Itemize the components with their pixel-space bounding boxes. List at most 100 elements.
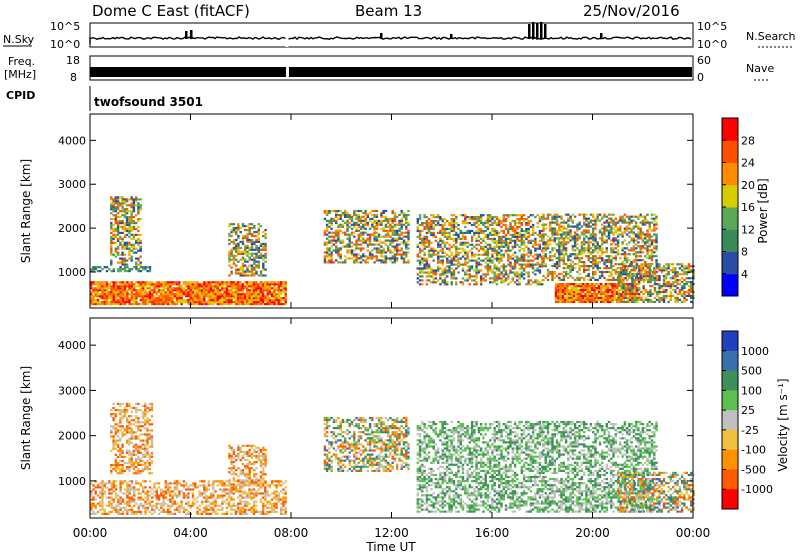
heatmap-cell	[253, 260, 256, 263]
heatmap-cell	[373, 255, 376, 258]
heatmap-cell	[437, 241, 440, 244]
heatmap-cell	[135, 200, 138, 203]
heatmap-cell	[525, 283, 528, 286]
heatmap-cell	[382, 259, 385, 262]
heatmap-cell	[427, 231, 431, 234]
heatmap-cell	[380, 223, 383, 226]
heatmap-cell	[375, 259, 379, 262]
heatmap-cell	[366, 257, 369, 260]
heatmap-cell	[328, 219, 331, 222]
heatmap-cell	[568, 300, 571, 303]
heatmap-cell	[371, 217, 374, 220]
heatmap-cell	[473, 245, 476, 248]
heatmap-cell	[255, 289, 258, 292]
heatmap-cell	[101, 504, 104, 507]
heatmap-cell	[396, 247, 399, 250]
heatmap-cell	[416, 220, 419, 223]
heatmap-cell	[341, 231, 345, 234]
heatmap-cell	[135, 293, 138, 296]
heatmap-cell	[243, 287, 247, 290]
heatmap-cell	[564, 243, 568, 246]
heatmap-cell	[371, 249, 374, 252]
heatmap-cell	[464, 225, 467, 229]
heatmap-cell	[264, 295, 267, 298]
heatmap-cell	[121, 231, 124, 234]
heatmap-cell	[416, 235, 419, 238]
heatmap-cell	[520, 214, 523, 217]
heatmap-cell	[393, 213, 397, 217]
heatmap-cell	[635, 292, 639, 296]
heatmap-cell	[110, 223, 113, 227]
heatmap-cell	[209, 285, 213, 288]
heatmap-cell	[609, 285, 612, 288]
heatmap-cell	[128, 220, 131, 223]
heatmap-cell	[373, 231, 376, 234]
heatmap-cell	[452, 259, 456, 262]
heatmap-cell	[130, 206, 133, 209]
heatmap-cell	[355, 213, 358, 217]
heatmap-cell	[525, 235, 528, 238]
heatmap-cell	[116, 212, 120, 215]
heatmap-cell	[623, 231, 627, 234]
heatmap-cell	[441, 281, 444, 284]
heatmap-cell	[553, 221, 556, 224]
heatmap-cell	[235, 232, 238, 236]
heatmap-cell	[382, 247, 385, 250]
heatmap-cell	[580, 257, 584, 260]
heatmap-cell	[114, 218, 117, 221]
heatmap-cell	[425, 216, 429, 219]
heatmap-cell	[185, 281, 188, 284]
heatmap-cell	[132, 210, 136, 213]
heatmap-cell	[359, 233, 363, 236]
heatmap-cell	[683, 290, 686, 294]
heatmap-cell	[423, 237, 426, 240]
heatmap-cell	[470, 255, 474, 258]
heatmap-cell	[631, 275, 634, 278]
heatmap-cell	[470, 239, 474, 242]
heatmap-cell	[123, 283, 127, 286]
heatmap-cell	[223, 297, 226, 300]
heatmap-cell	[604, 285, 607, 288]
heatmap-cell	[139, 287, 143, 290]
heatmap-cell	[330, 231, 333, 234]
heatmap-cell	[534, 249, 537, 252]
heatmap-cell	[253, 272, 256, 275]
heatmap-cell	[541, 216, 544, 219]
heatmap-cell	[123, 241, 127, 244]
heatmap-cell	[576, 235, 579, 238]
heatmap-cell	[504, 239, 508, 242]
heatmap-cell	[218, 291, 222, 294]
heatmap-cell	[555, 219, 559, 222]
heatmap-cell	[448, 222, 451, 225]
heatmap-cell	[626, 288, 630, 292]
heatmap-cell	[683, 267, 686, 270]
heatmap-cell	[482, 249, 485, 252]
heatmap-cell	[489, 237, 492, 240]
heatmap-cell	[614, 247, 617, 250]
heatmap-cell	[164, 295, 167, 298]
heatmap-cell	[123, 233, 127, 236]
heatmap-cell	[323, 257, 327, 260]
heatmap-cell	[139, 261, 142, 264]
heatmap-cell	[255, 240, 258, 243]
heatmap-cell	[434, 216, 438, 219]
heatmap-cell	[160, 291, 163, 294]
heatmap-cell	[561, 290, 564, 294]
heatmap-cell	[112, 253, 115, 256]
heatmap-cell	[630, 231, 633, 234]
heatmap-cell	[567, 229, 570, 232]
heatmap-cell	[473, 253, 476, 256]
heatmap-cell	[137, 259, 140, 262]
heatmap-cell	[529, 283, 533, 286]
heatmap-cell	[640, 271, 643, 274]
heatmap-cell	[525, 227, 528, 231]
heatmap-cell	[125, 222, 129, 225]
heatmap-cell	[359, 219, 363, 222]
heatmap-cell	[585, 229, 588, 232]
heatmap-cell	[164, 283, 167, 286]
heatmap-cell	[348, 249, 351, 252]
heatmap-cell	[355, 261, 358, 264]
heatmap-cell	[448, 227, 451, 231]
heatmap-cell	[611, 298, 614, 301]
heatmap-cell	[110, 237, 113, 240]
